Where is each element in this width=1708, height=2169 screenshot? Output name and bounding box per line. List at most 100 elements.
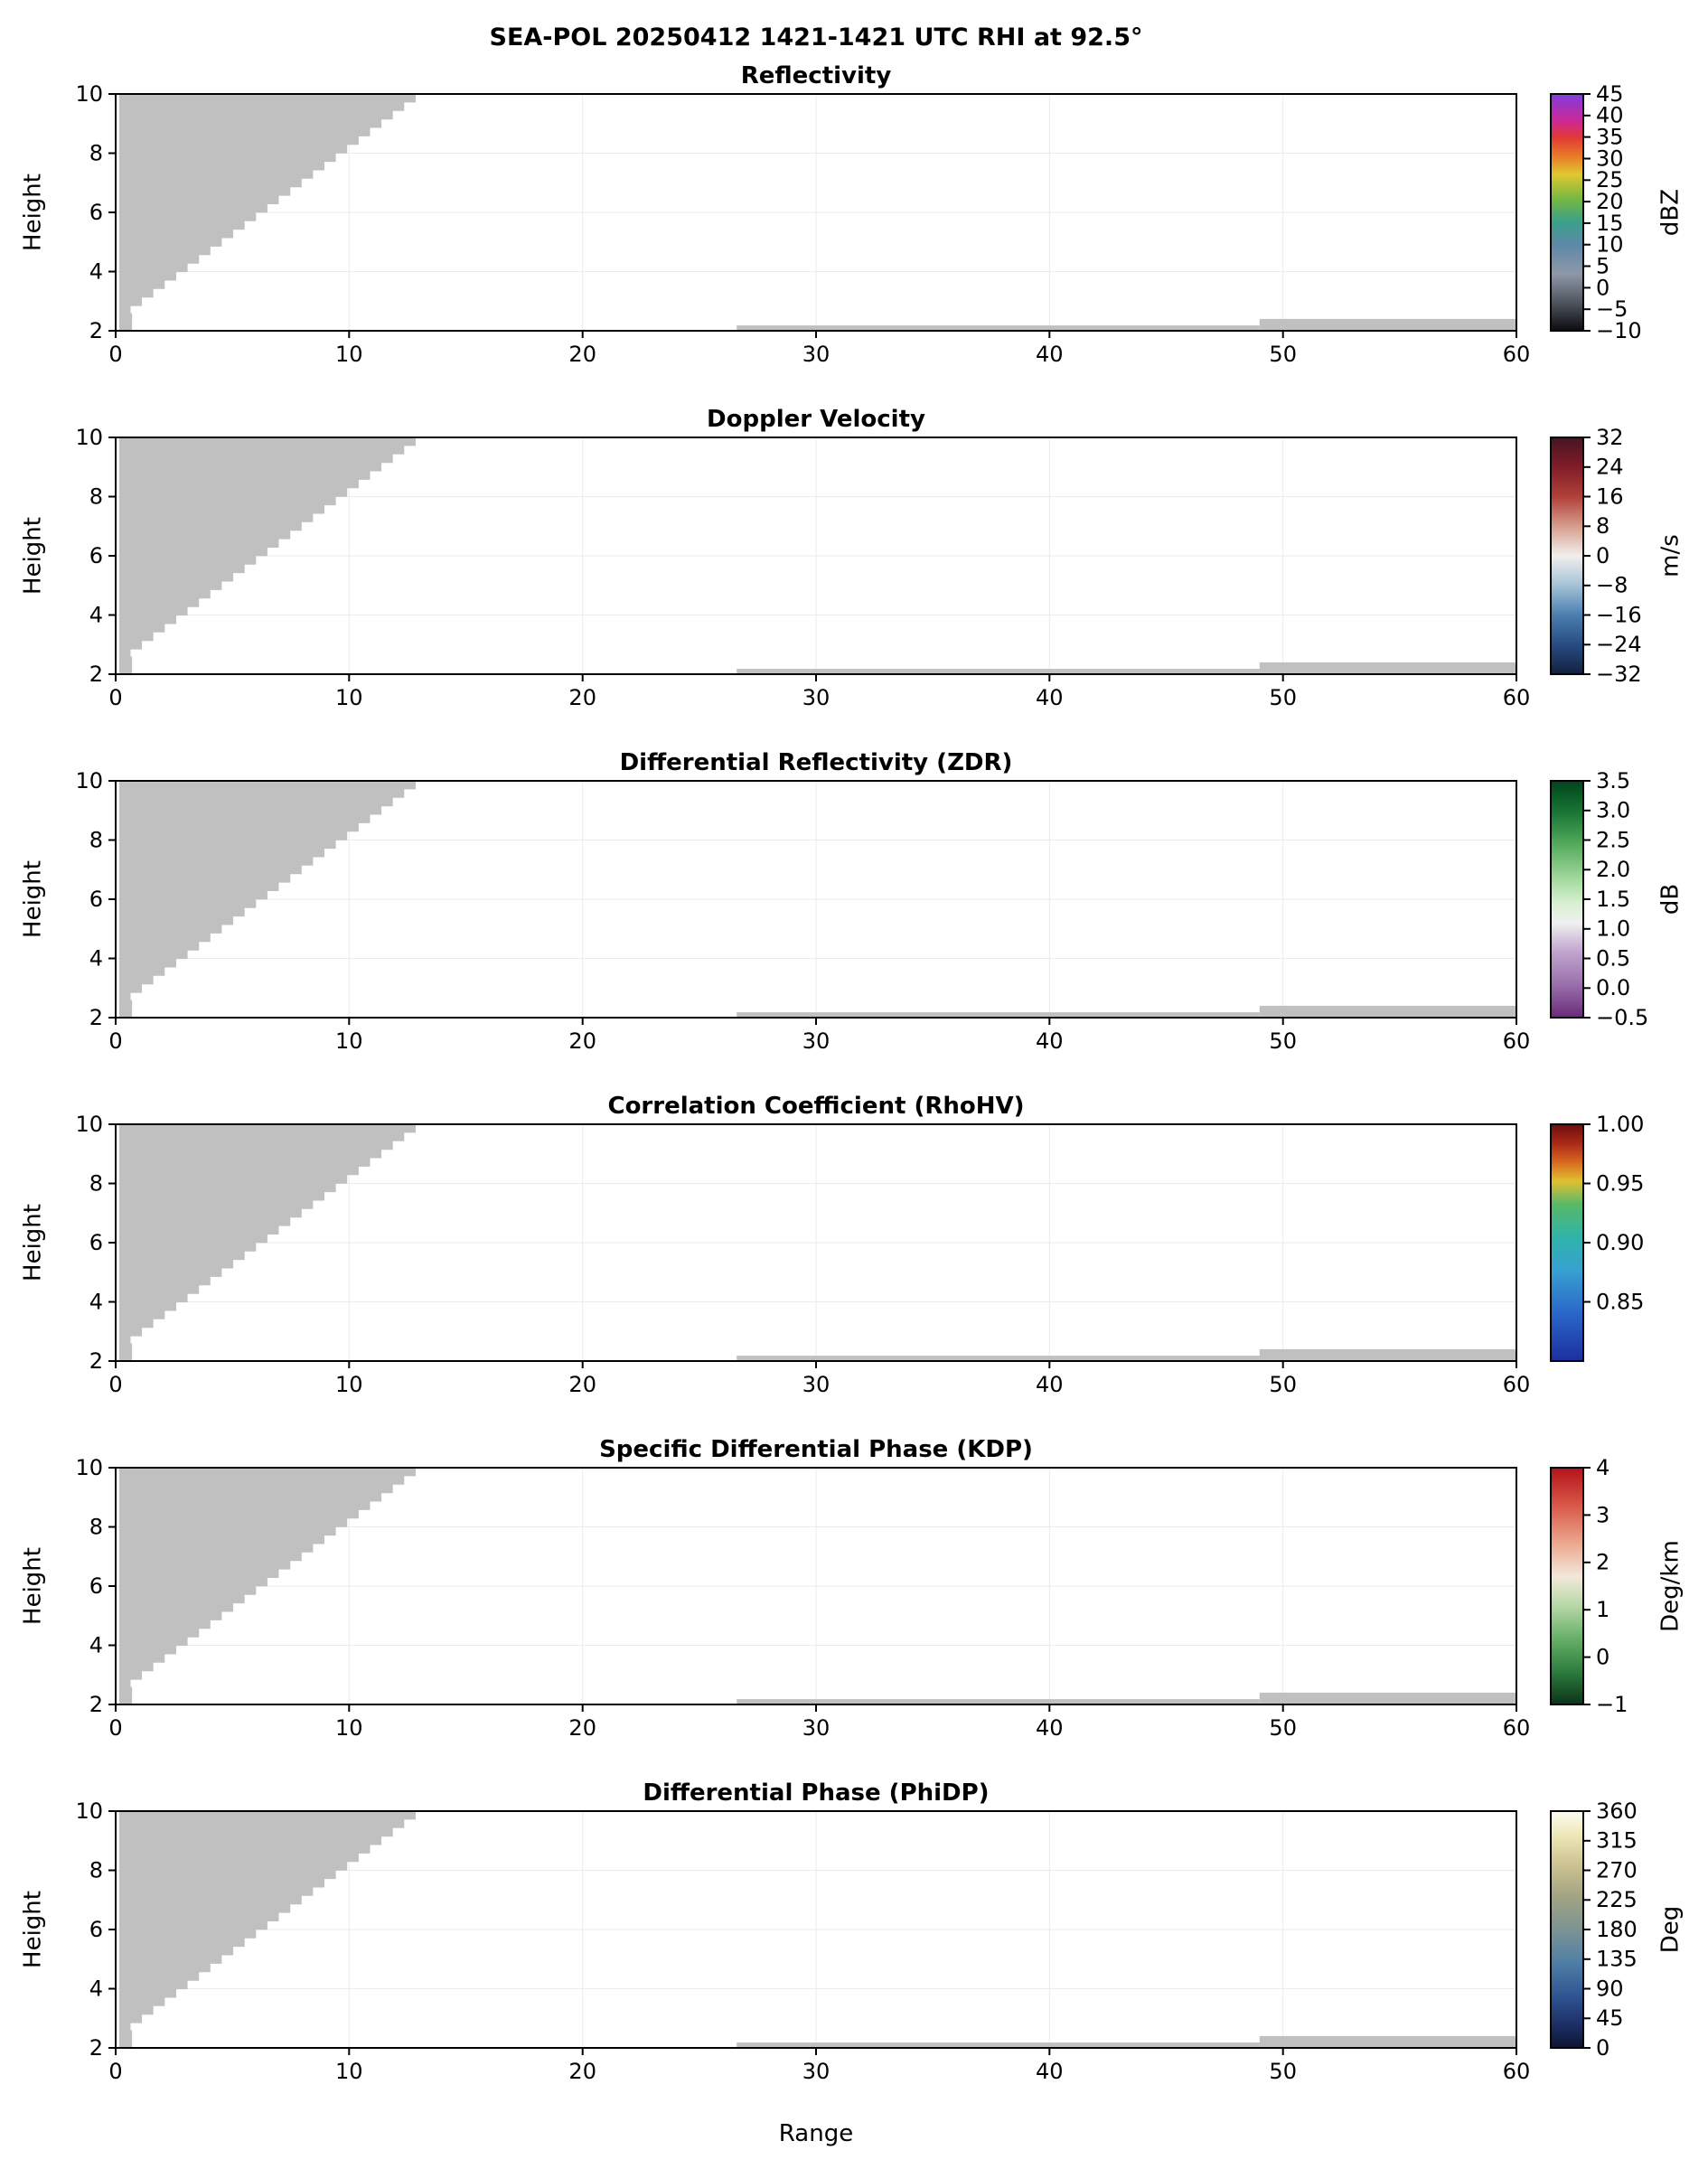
colorbar-gradient bbox=[1550, 780, 1584, 1019]
echo-regions bbox=[118, 1124, 1516, 1361]
svg-text:6: 6 bbox=[89, 1230, 103, 1255]
y-axis-ticks bbox=[108, 1467, 116, 1705]
svg-text:6: 6 bbox=[89, 1573, 103, 1599]
svg-text:30: 30 bbox=[802, 342, 831, 367]
svg-text:−8: −8 bbox=[1596, 573, 1628, 598]
y-axis-tick-labels: 2 4 6 8 10 bbox=[75, 425, 103, 687]
svg-text:4: 4 bbox=[1596, 1455, 1609, 1480]
echo-strip-2 bbox=[1259, 2035, 1516, 2048]
colorbar-tick-labels: 4 3 2 1 0 −1 bbox=[1596, 1455, 1628, 1717]
x-axis-ticks bbox=[115, 1361, 1517, 1368]
svg-text:8: 8 bbox=[89, 1514, 103, 1539]
colorbar-unit-label: m/s bbox=[1657, 534, 1685, 577]
y-axis-ticks bbox=[108, 1123, 116, 1362]
x-axis-ticks bbox=[115, 2048, 1517, 2055]
x-axis-tick-labels: 0 10 20 30 40 50 60 bbox=[108, 342, 1530, 367]
svg-text:2: 2 bbox=[1596, 1550, 1609, 1575]
svg-text:30: 30 bbox=[802, 1028, 831, 1054]
svg-text:5: 5 bbox=[1596, 253, 1609, 278]
x-axis-tick-labels: 0 10 20 30 40 50 60 bbox=[108, 2059, 1530, 2084]
gridlines bbox=[116, 437, 1516, 674]
x-axis-ticks bbox=[115, 1704, 1517, 1712]
colorbar-tick-labels: 1.00 0.95 0.90 0.85 bbox=[1596, 1112, 1644, 1315]
svg-text:2.0: 2.0 bbox=[1596, 857, 1630, 882]
y-axis-ticks bbox=[108, 1810, 116, 2049]
echo-strip-1 bbox=[737, 1012, 1260, 1018]
y-axis-label: Height bbox=[20, 1204, 47, 1282]
svg-text:40: 40 bbox=[1036, 2059, 1064, 2084]
echo-regions bbox=[118, 1468, 1516, 1704]
svg-text:40: 40 bbox=[1036, 1715, 1064, 1741]
svg-text:20: 20 bbox=[1596, 189, 1624, 214]
colorbar-ticks bbox=[1583, 780, 1591, 1019]
svg-text:60: 60 bbox=[1503, 1715, 1531, 1741]
echo-wedge bbox=[118, 1468, 416, 1688]
gridlines bbox=[116, 1468, 1516, 1704]
svg-text:10: 10 bbox=[75, 425, 103, 450]
svg-text:8: 8 bbox=[1596, 513, 1609, 539]
echo-strip-0 bbox=[118, 1686, 133, 1704]
svg-text:0: 0 bbox=[1596, 2035, 1609, 2061]
svg-text:30: 30 bbox=[802, 2059, 831, 2084]
y-axis-tick-labels: 2 4 6 8 10 bbox=[75, 768, 103, 1030]
echo-wedge bbox=[118, 1811, 416, 2032]
panel-rhohv-figure: 0 10 20 30 40 50 60 2 4 6 8 10 Correlation Coefficie… bbox=[20, 1093, 1645, 1397]
svg-text:4: 4 bbox=[89, 1289, 103, 1314]
svg-text:10: 10 bbox=[75, 81, 103, 107]
echo-strip-0 bbox=[118, 656, 133, 674]
svg-text:32: 32 bbox=[1596, 425, 1624, 450]
svg-text:60: 60 bbox=[1503, 1372, 1531, 1397]
svg-text:30: 30 bbox=[1596, 146, 1624, 171]
svg-text:2: 2 bbox=[89, 318, 103, 343]
svg-text:225: 225 bbox=[1596, 1887, 1638, 1912]
colorbar-unit-label: Deg/km bbox=[1657, 1540, 1685, 1632]
x-axis-ticks bbox=[115, 674, 1517, 681]
svg-text:2: 2 bbox=[89, 2035, 103, 2061]
svg-text:6: 6 bbox=[89, 887, 103, 912]
echo-strip-1 bbox=[737, 669, 1260, 674]
colorbar-gradient bbox=[1550, 1467, 1584, 1705]
svg-text:180: 180 bbox=[1596, 1917, 1638, 1942]
panel-doppler-velocity: 0 10 20 30 40 50 60 2 4 6 8 10 Doppler Velocity Heigh… bbox=[0, 398, 1708, 741]
svg-text:40: 40 bbox=[1036, 685, 1064, 710]
svg-text:20: 20 bbox=[568, 1028, 596, 1054]
panel-reflectivity-figure: 0 10 20 30 40 50 60246810ReflectivityHeight454… bbox=[20, 62, 1685, 367]
svg-text:8: 8 bbox=[89, 1170, 103, 1196]
svg-text:40: 40 bbox=[1036, 1028, 1064, 1054]
svg-text:0: 0 bbox=[1596, 543, 1609, 568]
gridlines bbox=[116, 1124, 1516, 1361]
svg-text:50: 50 bbox=[1269, 1372, 1297, 1397]
x-axis-tick-labels: 0 10 20 30 40 50 60 bbox=[108, 1028, 1530, 1054]
gridlines bbox=[116, 1811, 1516, 2048]
x-axis-label: Range bbox=[778, 2120, 854, 2147]
svg-text:8: 8 bbox=[89, 1857, 103, 1883]
y-axis-ticks bbox=[108, 437, 116, 675]
colorbar: 3.5 3.0 2.5 2.0 1.5 1.0 0.5 0.0 −0.5 dB bbox=[1550, 768, 1685, 1030]
panel-title: Correlation Coefficient (RhoHV) bbox=[607, 1093, 1024, 1120]
svg-text:−24: −24 bbox=[1596, 632, 1642, 657]
svg-text:25: 25 bbox=[1596, 167, 1624, 192]
panel-reflectivity: 0 10 20 30 40 50 60 2 4 6 8 10 Reflectivity Height 45 4… bbox=[0, 54, 1708, 398]
svg-text:2: 2 bbox=[89, 1348, 103, 1374]
echo-regions bbox=[118, 781, 1516, 1018]
colorbar-ticks bbox=[1583, 1810, 1591, 2049]
echo-strip-0 bbox=[118, 1000, 133, 1018]
svg-text:10: 10 bbox=[75, 768, 103, 793]
svg-text:50: 50 bbox=[1269, 685, 1297, 710]
echo-strip-1 bbox=[737, 1699, 1260, 1704]
echo-regions bbox=[118, 437, 1516, 674]
svg-text:135: 135 bbox=[1596, 1947, 1638, 1972]
x-axis-ticks bbox=[115, 331, 1517, 338]
echo-strip-2 bbox=[1259, 1692, 1516, 1704]
echo-regions bbox=[118, 1811, 1516, 2048]
svg-text:4: 4 bbox=[89, 1632, 103, 1657]
svg-text:10: 10 bbox=[75, 1798, 103, 1824]
echo-strip-2 bbox=[1259, 1005, 1516, 1018]
y-axis-label: Height bbox=[20, 1891, 47, 1968]
y-axis-ticks bbox=[108, 780, 116, 1019]
svg-text:45: 45 bbox=[1596, 2005, 1624, 2031]
colorbar-unit-label: Deg bbox=[1657, 1906, 1685, 1954]
